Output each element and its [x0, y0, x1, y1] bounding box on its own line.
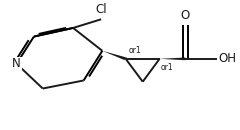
Polygon shape — [102, 51, 127, 60]
Text: or1: or1 — [161, 63, 173, 72]
Polygon shape — [160, 57, 185, 60]
Text: N: N — [12, 57, 21, 70]
Text: Cl: Cl — [95, 3, 107, 16]
Text: or1: or1 — [129, 46, 141, 55]
Text: OH: OH — [218, 52, 236, 65]
Text: O: O — [181, 9, 190, 22]
